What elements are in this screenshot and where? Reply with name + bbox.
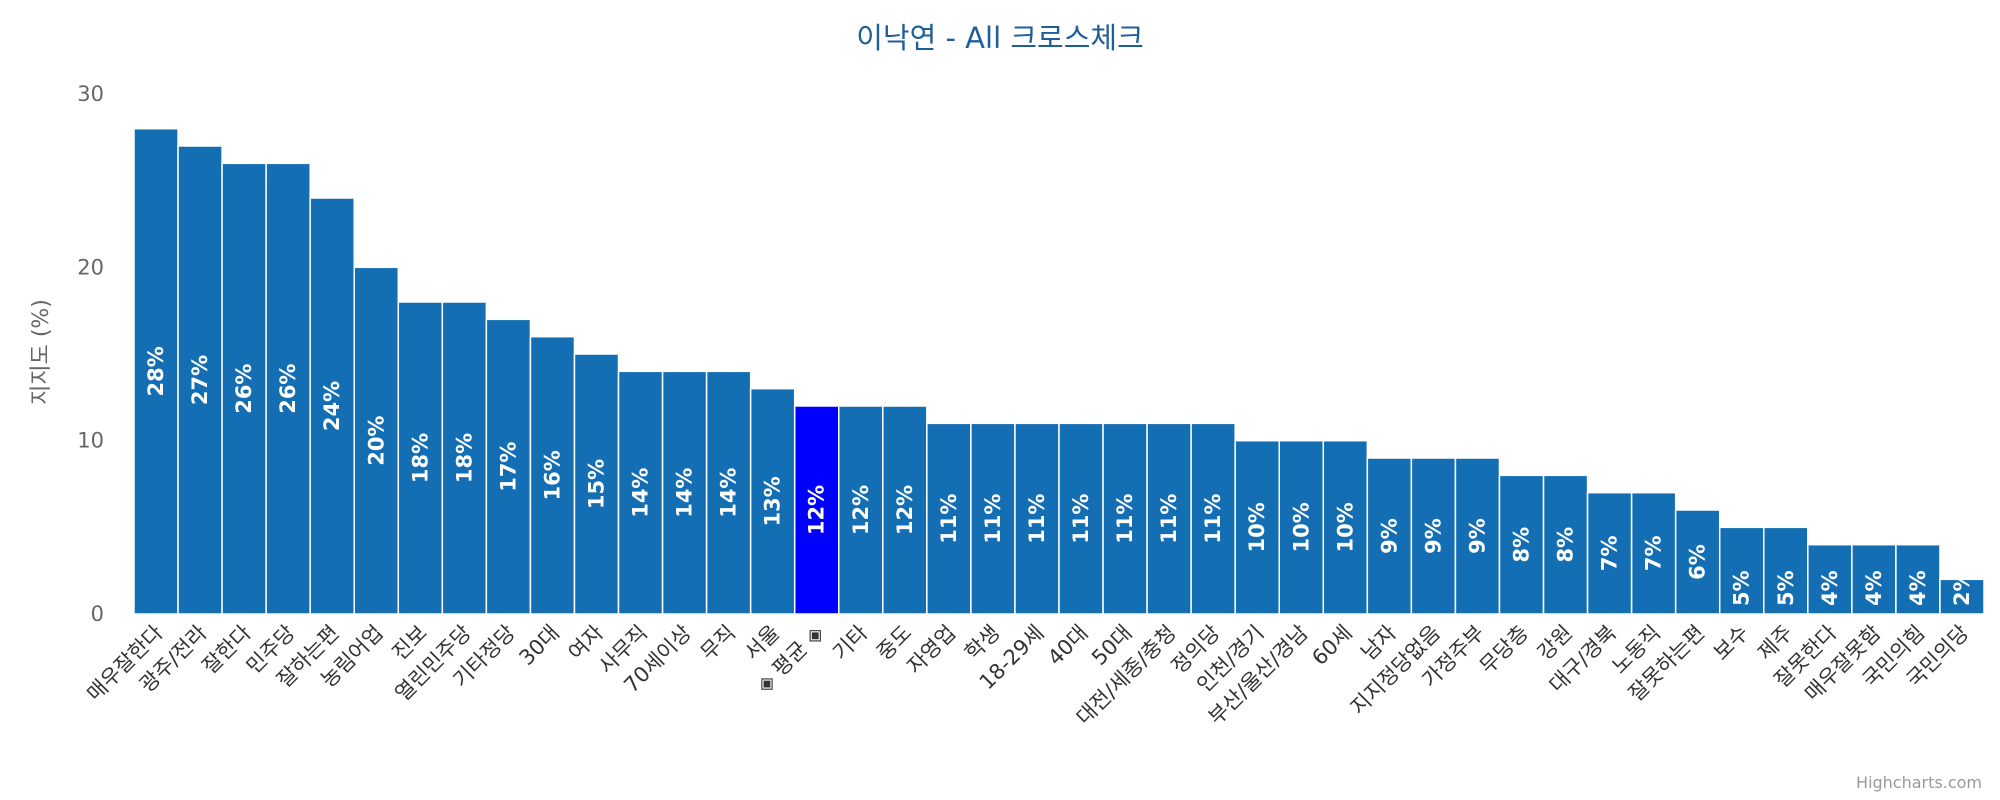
data-label: 11% <box>1113 494 1137 544</box>
data-label: 13% <box>761 476 785 526</box>
data-label: 8% <box>1554 527 1578 563</box>
data-label: 9% <box>1465 518 1489 554</box>
bar[interactable] <box>1322 439 1369 615</box>
bar[interactable] <box>1674 509 1721 615</box>
data-label: 12% <box>805 485 829 535</box>
x-tick-label: 40대 <box>1043 621 1093 671</box>
bar[interactable] <box>441 301 488 615</box>
bar[interactable] <box>882 405 928 615</box>
bar[interactable] <box>1102 422 1148 615</box>
bar[interactable] <box>1630 491 1677 615</box>
data-labels-group: 28% 27% 26% 26% 24% 20% 18% 18% 17% 16% 15% 14% 14% 1… <box>144 346 1974 606</box>
data-label: 15% <box>585 459 609 509</box>
bar[interactable] <box>926 422 972 615</box>
data-label: 16% <box>540 450 564 500</box>
data-label: 10% <box>1289 502 1313 552</box>
x-tick-label: 잘한다 <box>198 621 256 679</box>
bar[interactable] <box>309 197 355 615</box>
x-tick-label: 무직 <box>696 621 740 665</box>
bar[interactable] <box>970 422 1016 615</box>
data-label: 24% <box>320 381 344 431</box>
data-label: 4% <box>1862 570 1886 606</box>
bar[interactable] <box>1763 526 1809 615</box>
data-label: 14% <box>629 468 653 518</box>
bar[interactable] <box>1586 491 1633 615</box>
bar[interactable] <box>1851 543 1897 615</box>
data-label: 12% <box>893 485 917 535</box>
data-label: 7% <box>1598 536 1622 572</box>
data-label: 2% <box>1950 570 1974 606</box>
bar[interactable] <box>133 127 179 615</box>
bar[interactable] <box>1278 439 1325 615</box>
bar[interactable] <box>1058 422 1104 615</box>
data-label: 11% <box>981 494 1005 544</box>
data-label: 4% <box>1818 570 1842 606</box>
data-label: 11% <box>1025 494 1049 544</box>
x-tick-label: 자영업 <box>902 621 960 679</box>
bar[interactable] <box>793 405 840 615</box>
data-label: 10% <box>1245 502 1269 552</box>
data-label: 11% <box>1201 494 1225 544</box>
y-axis-ticks: 0 10 20 30 <box>77 82 104 626</box>
bar[interactable] <box>221 162 267 615</box>
data-label: 11% <box>937 494 961 544</box>
x-tick-label: 60세 <box>1307 621 1357 671</box>
data-label: 10% <box>1333 502 1357 552</box>
bar[interactable] <box>1014 422 1060 615</box>
bar[interactable] <box>617 370 664 615</box>
chart-title: 이낙연 - All 크로스체크 <box>856 21 1144 55</box>
bar[interactable] <box>529 335 576 615</box>
data-label: 8% <box>1510 527 1534 563</box>
bar[interactable] <box>1895 543 1941 615</box>
data-label: 14% <box>673 468 697 518</box>
y-tick-label: 10 <box>77 429 104 453</box>
bar[interactable] <box>705 370 752 615</box>
y-axis-title: 지지도 (%) <box>29 299 54 405</box>
x-tick-label: 보수 <box>1709 621 1753 665</box>
bar[interactable] <box>485 318 532 615</box>
bar[interactable] <box>397 301 444 615</box>
data-label: 17% <box>496 442 520 492</box>
bar[interactable] <box>661 370 708 615</box>
data-label: 11% <box>1069 494 1093 544</box>
bar[interactable] <box>1366 457 1413 615</box>
bars-group <box>133 127 1985 615</box>
data-label: 5% <box>1774 570 1798 606</box>
x-tick-label: 30대 <box>514 621 564 671</box>
y-tick-label: 20 <box>77 255 104 279</box>
bar[interactable] <box>1718 526 1765 615</box>
data-label: 14% <box>717 468 741 518</box>
data-label: 12% <box>849 485 873 535</box>
x-tick-label: 기타 <box>828 621 872 665</box>
data-label: 28% <box>144 346 168 396</box>
y-tick-label: 30 <box>77 82 104 106</box>
credits-link[interactable]: Highcharts.com <box>1856 773 1982 792</box>
data-label: 6% <box>1686 544 1710 580</box>
x-tick-label: 무당층 <box>1475 621 1533 679</box>
data-label: 9% <box>1377 518 1401 554</box>
data-label: 5% <box>1730 570 1754 606</box>
bar[interactable] <box>353 266 400 615</box>
data-label: 4% <box>1906 570 1930 606</box>
data-label: 11% <box>1157 494 1181 544</box>
data-label: 7% <box>1642 536 1666 572</box>
bar[interactable] <box>838 405 884 615</box>
data-label: 26% <box>276 364 300 414</box>
data-label: 18% <box>408 433 432 483</box>
bar[interactable] <box>177 145 223 615</box>
y-tick-label: 0 <box>91 602 104 626</box>
data-label: 20% <box>364 416 388 466</box>
data-label: 9% <box>1421 518 1445 554</box>
bar[interactable] <box>1939 578 1985 615</box>
bar[interactable] <box>1190 422 1236 615</box>
data-label: 18% <box>452 433 476 483</box>
data-label: 26% <box>232 364 256 414</box>
data-label: 27% <box>188 355 212 405</box>
bar[interactable] <box>1454 457 1501 615</box>
